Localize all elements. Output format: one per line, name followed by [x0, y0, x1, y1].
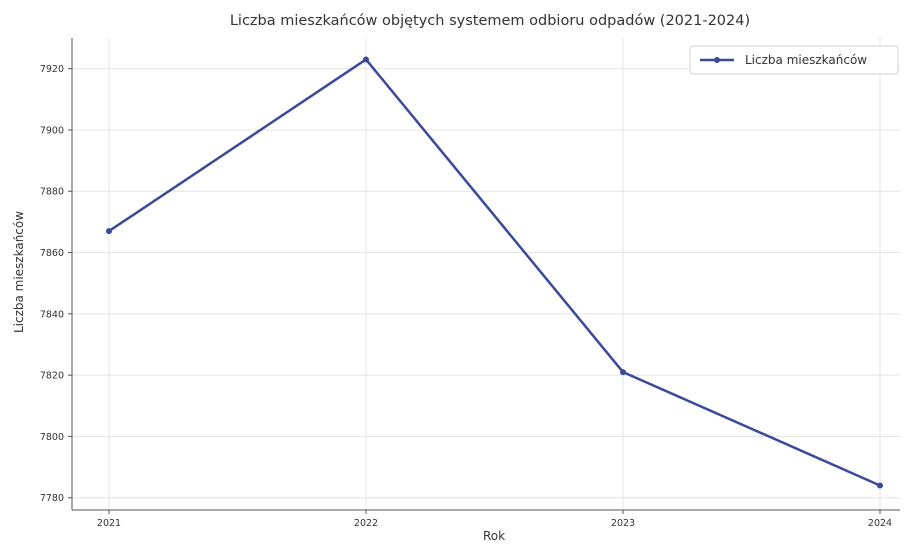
legend-box	[689, 45, 899, 75]
y-tick-label: 7860	[40, 248, 64, 259]
y-tick-label: 7880	[40, 187, 64, 198]
plot-frame	[71, 38, 900, 511]
y-axis-ticks: 7780 7800 7820 7840 7860 7880 7900 7920	[40, 64, 72, 504]
chart-title: Liczba mieszkańców objętych systemem odb…	[230, 13, 750, 29]
series-group	[106, 56, 883, 489]
y-tick-label: 7820	[40, 371, 64, 382]
data-point	[106, 228, 112, 235]
y-axis-label: Liczba mieszkańców	[12, 211, 26, 333]
x-tick-label: 2023	[611, 518, 635, 529]
data-point	[363, 56, 369, 63]
y-tick-label: 7900	[40, 125, 64, 136]
data-point	[877, 482, 883, 489]
series-line	[108, 58, 881, 487]
legend-label: Liczba mieszkańców	[745, 53, 867, 67]
x-axis-ticks: 2021 2022 2023 2024	[97, 510, 892, 529]
legend-point-marker	[714, 57, 720, 63]
grid-lines	[72, 38, 900, 510]
data-point	[620, 369, 626, 376]
y-tick-label: 7920	[40, 64, 64, 75]
x-axis-label: Rok	[483, 529, 505, 543]
legend: Liczba mieszkańców	[689, 45, 899, 75]
y-tick-label: 7780	[40, 493, 64, 504]
x-tick-label: 2021	[97, 518, 121, 529]
x-tick-label: 2022	[354, 518, 378, 529]
y-tick-label: 7840	[40, 309, 64, 320]
y-tick-label: 7800	[40, 432, 64, 443]
x-tick-label: 2024	[868, 518, 892, 529]
